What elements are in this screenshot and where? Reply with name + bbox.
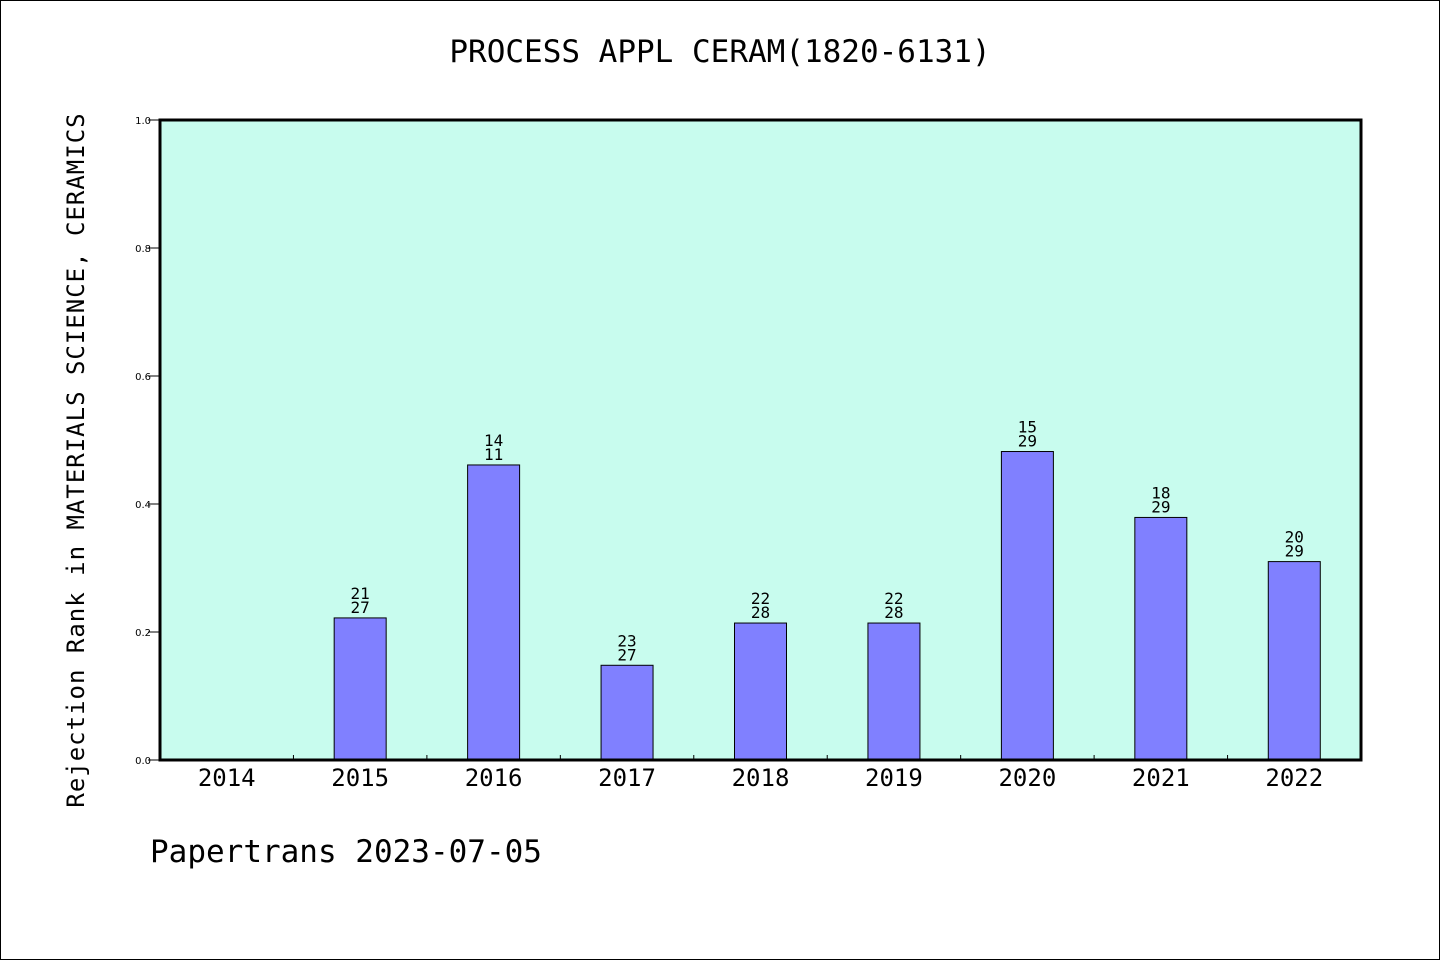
bar	[333, 617, 387, 761]
bar-label-bottom: 29	[1151, 497, 1170, 516]
bar	[734, 622, 787, 761]
bar-label-bottom: 28	[751, 603, 770, 622]
plot-border	[158, 118, 1363, 762]
y-tick-label: 1.0	[135, 116, 151, 127]
x-tick-label: 2019	[865, 764, 923, 792]
bar-label-bottom: 29	[1018, 432, 1037, 451]
bar-label-bottom: 28	[884, 603, 903, 622]
x-tick-label: 2018	[732, 764, 790, 792]
y-tick-label: 0.0	[135, 756, 151, 767]
bar	[867, 622, 921, 761]
y-tick-label: 0.6	[135, 372, 151, 383]
bar-label-top: 18	[1151, 483, 1170, 502]
x-tick-label: 2022	[1265, 764, 1323, 792]
bar-label-bottom: 27	[351, 598, 370, 617]
x-tick-label: 2021	[1132, 764, 1190, 792]
y-tick-label: 0.4	[135, 500, 151, 511]
x-tick-label: 2020	[998, 764, 1056, 792]
bar-label-bottom: 11	[484, 445, 503, 464]
bar-label-top: 22	[751, 589, 770, 608]
x-tick-label: 2016	[465, 764, 523, 792]
y-tick-label: 0.2	[135, 628, 151, 639]
bar	[1134, 516, 1188, 761]
bar-label-top: 23	[617, 631, 636, 650]
bar-label-bottom: 27	[617, 645, 636, 664]
bar-label-bottom: 29	[1285, 542, 1304, 561]
bar	[1267, 561, 1321, 761]
chart-title: PROCESS APPL CERAM(1820-6131)	[449, 34, 991, 70]
bar-label-top: 20	[1285, 528, 1304, 547]
bar-label-top: 21	[351, 584, 370, 603]
x-tick-label: 2014	[198, 764, 256, 792]
footer-caption: Papertrans 2023-07-05	[150, 834, 542, 870]
bar	[467, 464, 521, 761]
y-tick-label: 0.8	[135, 244, 151, 255]
bar-label-top: 22	[884, 589, 903, 608]
bar-label-top: 14	[484, 431, 503, 450]
bar-label-top: 15	[1018, 418, 1037, 437]
x-tick-label: 2017	[598, 764, 656, 792]
x-tick-label: 2015	[331, 764, 389, 792]
bar	[600, 664, 654, 761]
bar	[1000, 451, 1054, 761]
